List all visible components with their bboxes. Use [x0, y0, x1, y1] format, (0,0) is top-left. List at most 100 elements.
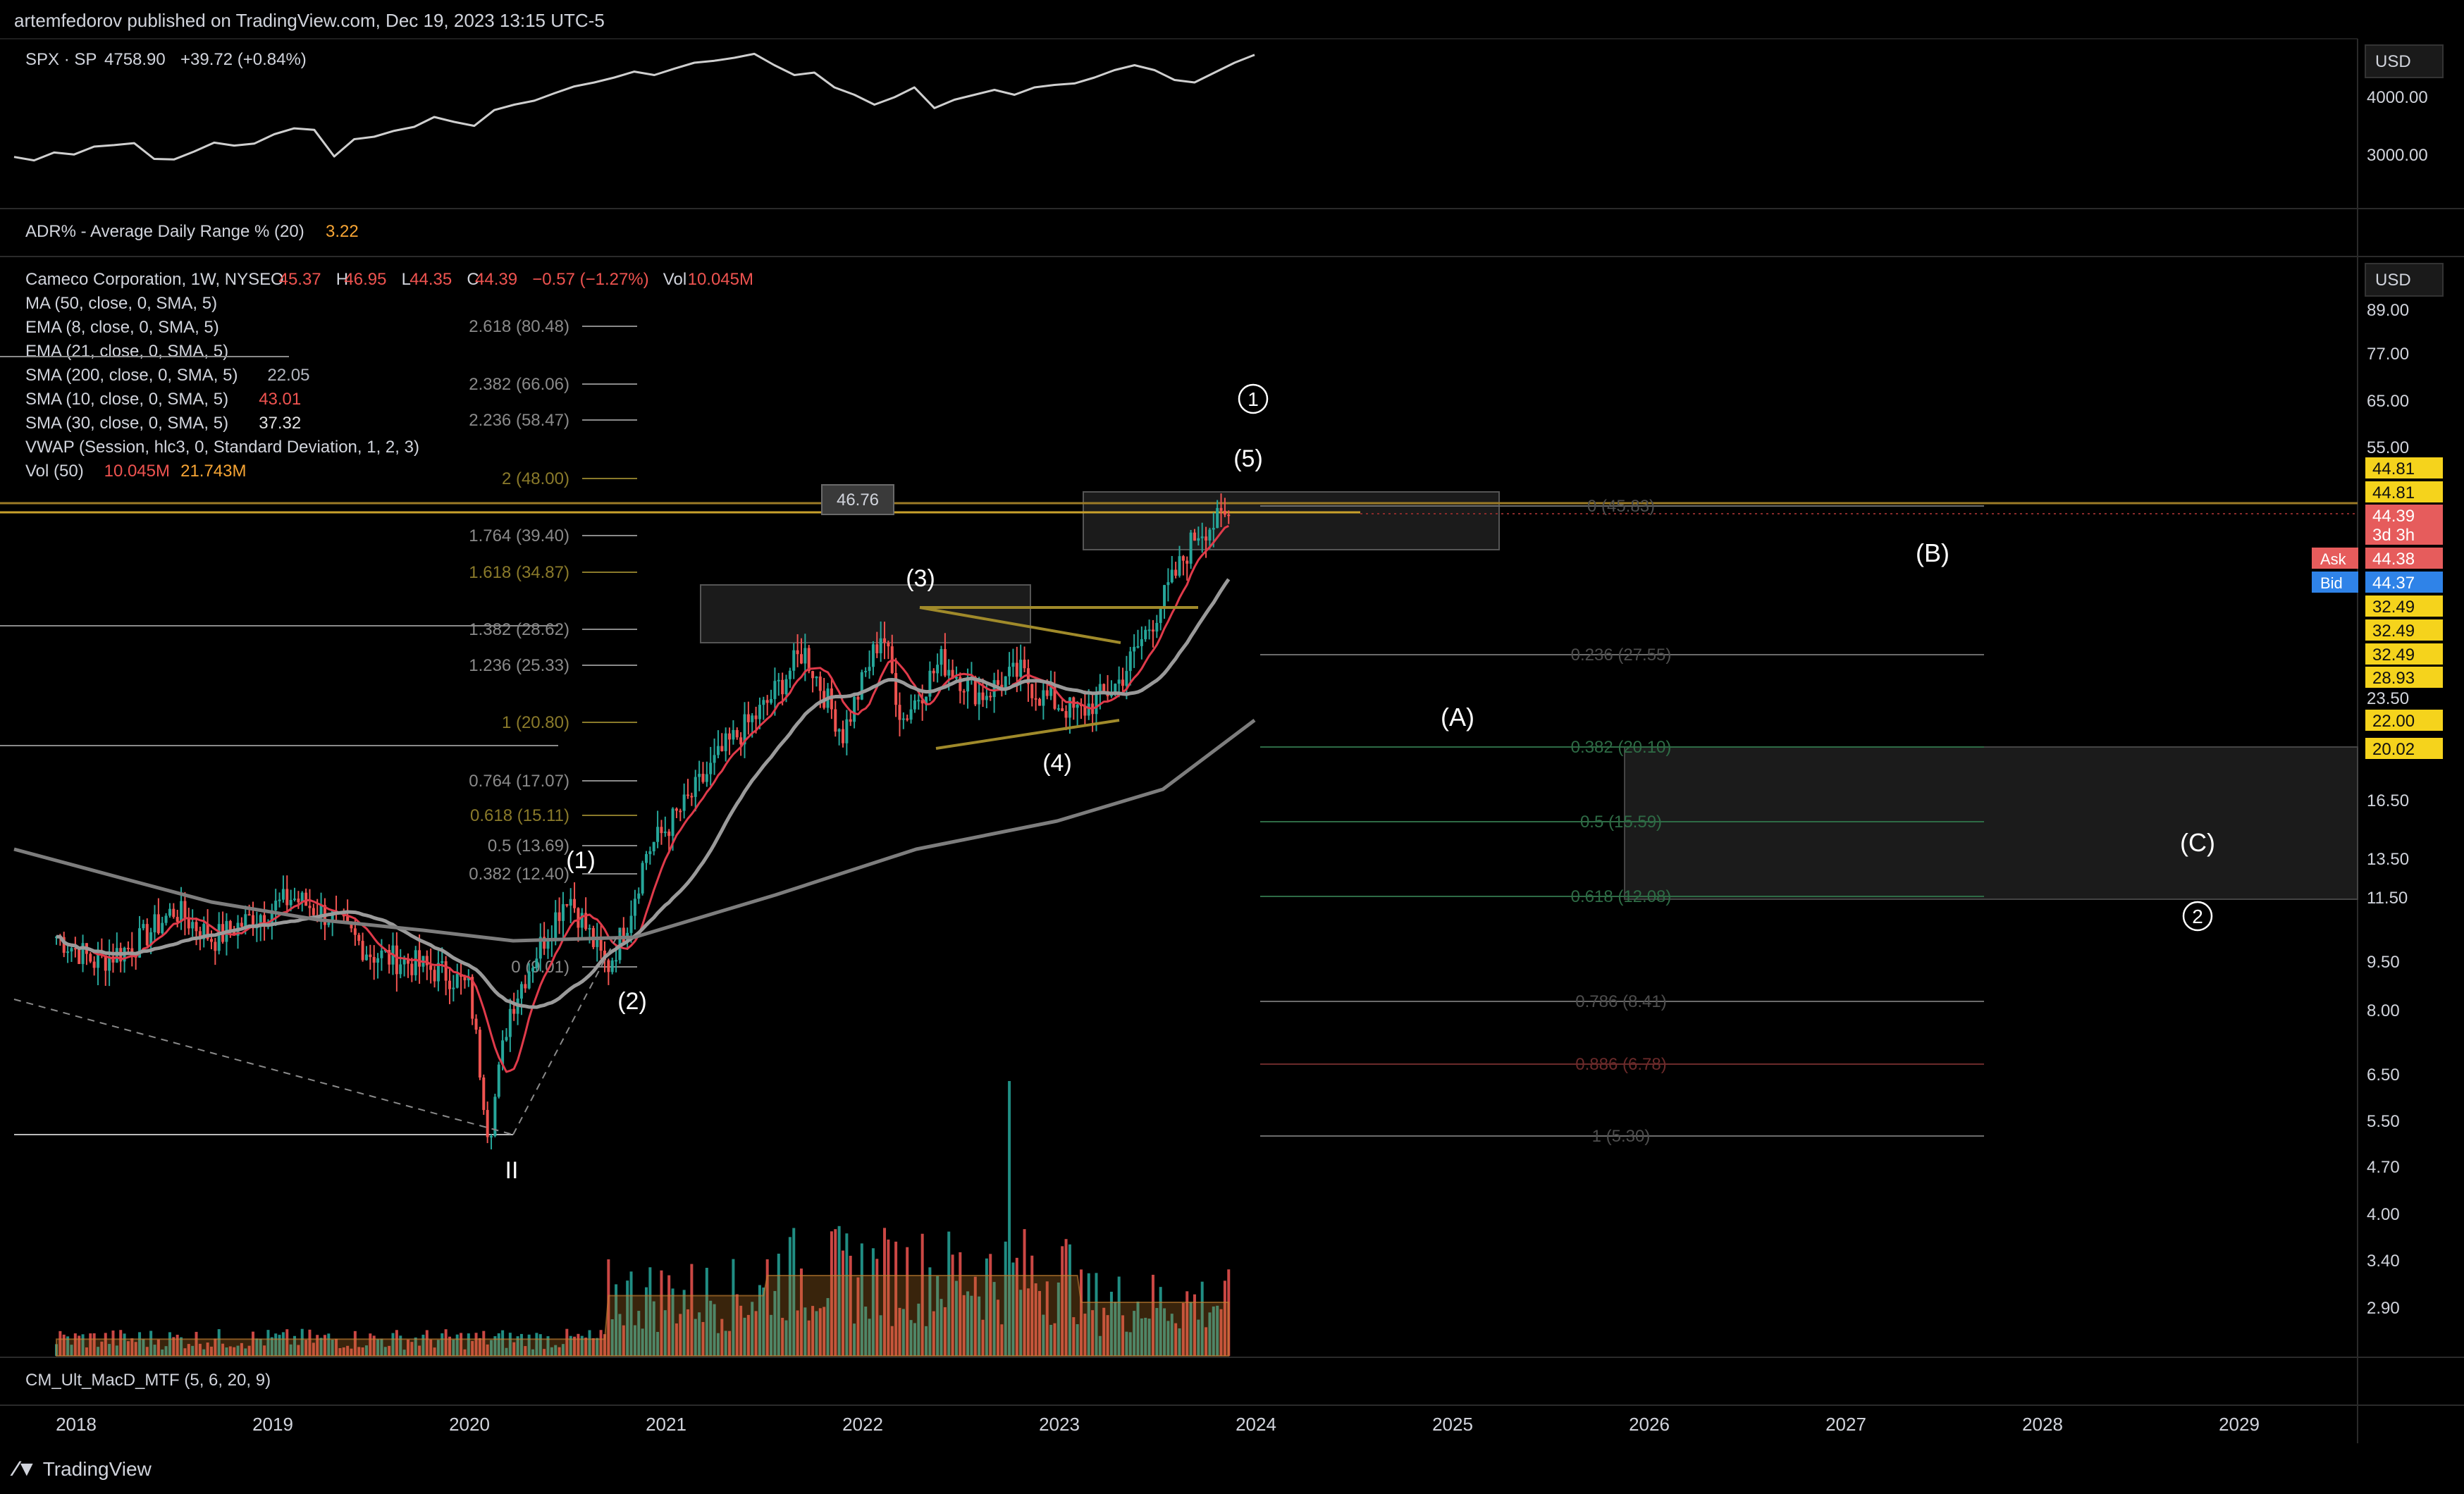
legend-study-value: 22.05	[267, 366, 309, 385]
candle-body	[856, 696, 860, 700]
candle-body	[535, 958, 538, 968]
volume-bar	[145, 1347, 149, 1356]
candle-body	[180, 901, 183, 922]
volume-bar	[1205, 1327, 1208, 1356]
volume-bar	[682, 1290, 686, 1356]
legend-study: Vol (50)	[25, 462, 84, 481]
spx-line	[13, 52, 1255, 162]
volume-bar	[323, 1335, 326, 1356]
legend-ohlc: C	[467, 270, 479, 289]
volume-bar	[709, 1300, 713, 1356]
volume-bar	[490, 1340, 493, 1356]
volume-bar	[1061, 1246, 1064, 1356]
candle-body	[388, 950, 391, 965]
volume-bar	[720, 1319, 724, 1356]
price-badge	[2365, 619, 2443, 641]
volume-bar	[134, 1342, 137, 1356]
volume-bar	[300, 1328, 304, 1356]
candle-body	[864, 671, 868, 673]
candle-body	[1076, 704, 1079, 708]
price-badge-text: 32.49	[2372, 622, 2415, 641]
volume-bar	[656, 1331, 660, 1356]
fib-extension-label: 0.382 (12.40)	[469, 865, 569, 884]
candle-body	[448, 980, 451, 989]
volume-bar	[486, 1344, 489, 1356]
candle-body	[860, 672, 863, 700]
fib-extension-label: 2 (48.00)	[502, 469, 569, 488]
fib-retracement-label: 1 (5.30)	[1592, 1127, 1651, 1146]
candle-body	[667, 831, 671, 836]
candle-body	[66, 951, 70, 953]
candle-body	[633, 899, 636, 916]
candle-body	[357, 934, 361, 942]
candle-body	[531, 968, 535, 972]
candle-body	[1030, 684, 1034, 698]
time-tick: 2024	[1236, 1414, 1276, 1435]
candle-body	[1219, 507, 1223, 511]
price-badge-text: 44.37	[2372, 574, 2415, 593]
candle-body	[845, 719, 849, 743]
candle-body	[195, 922, 198, 932]
candle-body	[724, 733, 727, 751]
volume-bar	[100, 1341, 104, 1356]
candle-body	[788, 670, 791, 679]
candle-body	[660, 827, 663, 834]
volume-bar	[104, 1333, 107, 1356]
volume-bar	[626, 1280, 629, 1356]
volume-bar	[1178, 1328, 1181, 1356]
volume-bar	[973, 1276, 977, 1356]
volume-bar	[690, 1264, 694, 1356]
price-badge-text: 28.93	[2372, 669, 2415, 688]
candle-body	[932, 670, 935, 674]
candle-body	[247, 914, 251, 916]
volume-bar	[920, 1233, 924, 1356]
volume-bar	[788, 1237, 791, 1356]
volume-bar	[111, 1331, 115, 1356]
candle-body	[792, 650, 796, 671]
volume-bar	[327, 1333, 331, 1356]
volume-bar	[978, 1296, 981, 1356]
volume-bar	[478, 1338, 481, 1356]
volume-bar	[270, 1337, 273, 1356]
candle-body	[962, 691, 966, 693]
candle-body	[894, 673, 898, 705]
candle-body	[455, 974, 459, 988]
volume-bar	[845, 1233, 849, 1356]
spx-scale-label: 4000.00	[2367, 88, 2428, 107]
volume-bar	[285, 1329, 289, 1356]
candle-body	[909, 709, 913, 720]
candle-body	[913, 700, 916, 710]
candle-body	[754, 715, 758, 720]
candle-body	[1170, 569, 1174, 583]
candle-body	[546, 940, 550, 949]
volume-bar	[255, 1338, 259, 1356]
volume-bar	[773, 1290, 777, 1356]
candle-body	[414, 950, 417, 975]
volume-bar	[989, 1254, 992, 1356]
volume-bar	[161, 1349, 164, 1356]
candle-body	[187, 919, 190, 929]
volume-bar	[1023, 1229, 1026, 1356]
published-header: artemfedorov published on TradingView.co…	[14, 10, 605, 31]
volume-bar	[1042, 1314, 1045, 1356]
main-currency-box	[2365, 263, 2444, 297]
candle-body	[376, 958, 380, 963]
volume-bar	[1181, 1302, 1185, 1356]
price-badge	[2365, 548, 2443, 569]
candle-body	[879, 638, 882, 654]
candle-body	[364, 954, 368, 961]
candle-body	[463, 976, 467, 981]
price-badge-text: 44.81	[2372, 483, 2415, 502]
brand-footer[interactable]: ⁄▼ TradingView	[14, 1457, 152, 1481]
volume-group	[55, 1081, 1231, 1356]
zone-box-w3	[700, 584, 1031, 643]
time-tick: 2027	[1825, 1414, 1866, 1435]
volume-bar	[153, 1345, 156, 1356]
candle-body	[1015, 662, 1018, 677]
candle-body	[406, 958, 409, 964]
volume-bar	[705, 1268, 708, 1356]
volume-bar	[966, 1291, 970, 1356]
legend-study-value: 43.01	[259, 390, 301, 409]
candle-body	[149, 932, 153, 946]
